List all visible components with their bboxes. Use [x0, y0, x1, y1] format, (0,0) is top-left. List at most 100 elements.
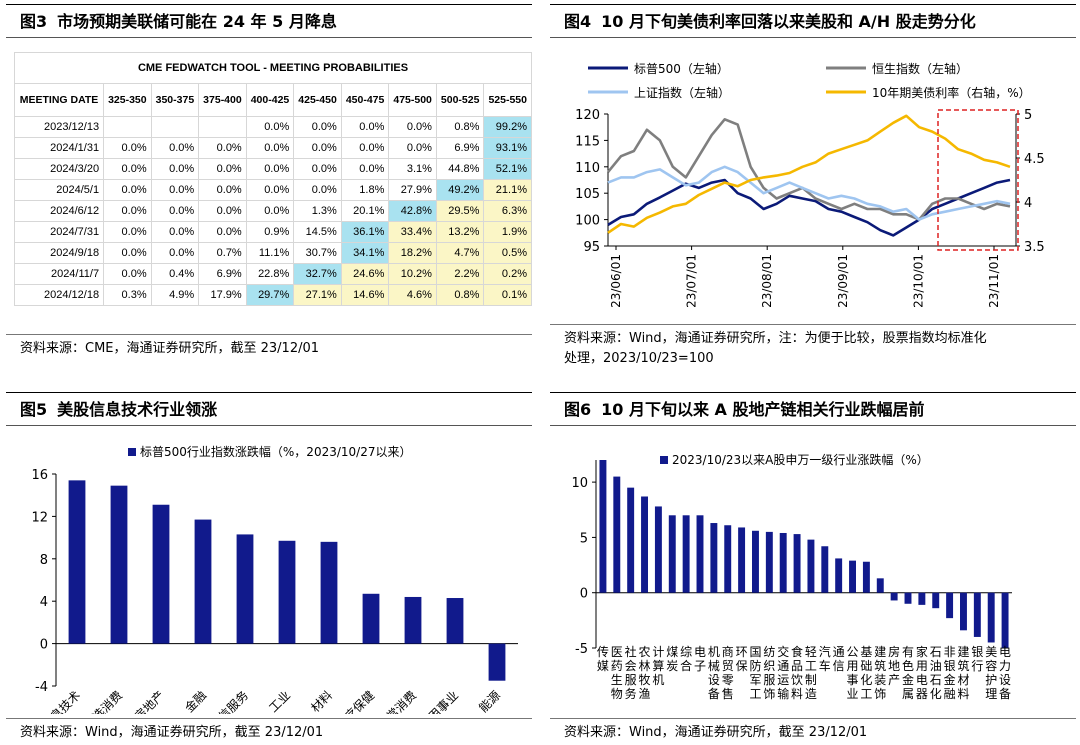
category-label-char: 保 [736, 659, 748, 673]
y-tick-label: 4 [40, 595, 48, 610]
fig6-panel: 图6 10 月下旬以来 A 股地产链相关行业跌幅居前 2023/10/23以来A股… [550, 392, 1076, 742]
category-label-char: 化 [860, 673, 872, 687]
bar [793, 534, 801, 593]
fig5-title-bar: 图5 美股信息技术行业领涨 [6, 392, 532, 426]
probability-cell: 0.0% [198, 179, 247, 201]
probability-cell: 36.1% [340, 221, 390, 243]
category-label-char: 设 [708, 673, 720, 687]
y-left-tick-label: 95 [583, 240, 600, 255]
probability-cell: 93.1% [483, 137, 532, 159]
fig6-source-text: 资料来源：Wind，海通证券研究所，截至 23/12/01 [564, 725, 868, 740]
category-label-char: 电 [916, 673, 928, 687]
bar [918, 592, 926, 605]
probability-cell: 0.8% [435, 116, 485, 138]
category-label-char: 业 [847, 687, 859, 701]
category-label-char: 石 [930, 673, 942, 687]
category-label-char: 环 [736, 645, 748, 659]
header-rate-525-550: 525-550 [483, 83, 532, 117]
probability-cell: 0.7% [198, 242, 247, 264]
category-label-char: 信 [833, 659, 845, 673]
probability-cell: 27.1% [293, 284, 342, 306]
header-meeting-date: MEETING DATE [13, 83, 105, 117]
bar [876, 578, 884, 593]
x-tick-label: 23/07/01 [685, 254, 699, 308]
probability-cell: 0.0% [150, 179, 200, 201]
fig4-title-bar: 图4 10 月下旬美债利率回落以来美股和 A/H 股走势分化 [550, 4, 1076, 38]
y-tick-label: 0 [40, 638, 48, 653]
category-label-char: 事 [847, 673, 859, 687]
fig5-bar-chart: 标普500行业指数涨跌幅（%，2023/10/27以来）-40481216信息技… [31, 444, 518, 714]
fig3-panel: 图3 市场预期美联储可能在 24 年 5 月降息 CME FEDWATCH TOO… [6, 4, 532, 366]
category-label-char: 汽 [819, 644, 831, 659]
category-label-char: 用 [847, 659, 859, 673]
bar [682, 515, 690, 593]
category-label-char: 务 [625, 686, 637, 701]
category-label-char: 传 [597, 644, 609, 659]
probability-cell: 6.9% [198, 263, 247, 285]
probability-cell: 0.0% [103, 179, 152, 201]
category-label-char: 工 [860, 687, 872, 701]
legend-label: 标普500（左轴） [634, 61, 729, 76]
bar [946, 592, 954, 619]
probability-cell: 0.0% [245, 179, 295, 201]
category-label-char: 品 [791, 659, 803, 673]
bar [654, 506, 662, 593]
table-row: 2024/9/18 0.0% 0.0% 0.7% 11.1% 30.7% 34.1% 18.2… [13, 242, 532, 264]
fig4-number: 图4 [564, 12, 592, 31]
category-label-char: 零 [722, 673, 734, 687]
table-row: 2023/12/13 0.0% 0.0% 0.0% 0.0% 0.8% 99.2% [13, 116, 532, 138]
category-label-char: 护 [985, 673, 997, 687]
probability-cell: 0.9% [245, 221, 295, 243]
category-label-char: 材 [957, 673, 969, 687]
category-label-char: 用 [916, 659, 928, 673]
category-label-char: 备 [999, 687, 1011, 701]
header-rate-450-475: 450-475 [340, 83, 390, 117]
category-label-char: 设 [999, 673, 1011, 687]
table-row: 2024/7/31 0.0% 0.0% 0.0% 0.9% 14.5% 36.1% 33.4%… [13, 221, 532, 243]
category-label-char: 会 [625, 659, 637, 673]
fig3-source: 资料来源：CME，海通证券研究所，截至 23/12/01 [6, 334, 532, 359]
header-rate-325-350: 325-350 [103, 83, 152, 117]
probability-cell: 0.0% [340, 116, 390, 138]
y-tick-label: 5 [580, 531, 588, 546]
fig4-panel: 图4 10 月下旬美债利率回落以来美股和 A/H 股走势分化 标普500（左轴） 恒… [550, 4, 1076, 366]
header-rate-475-500: 475-500 [388, 83, 437, 117]
probability-cell: 0.0% [388, 137, 437, 159]
category-label-char: 美 [985, 645, 997, 659]
category-label-char: 交 [777, 644, 789, 659]
probability-cell: 4.9% [150, 284, 200, 306]
probability-cell: 0.0% [198, 158, 247, 180]
y-tick-label: 0 [580, 587, 588, 602]
table-row: 2024/12/18 0.3% 4.9% 17.9% 29.7% 27.1% 14.6% 4.… [13, 284, 532, 306]
probability-cell: 6.3% [483, 200, 532, 222]
bar [627, 487, 635, 593]
category-label: 金融 [182, 688, 210, 714]
bar [765, 531, 773, 593]
probability-cell: 1.9% [483, 221, 532, 243]
category-label-char: 电 [694, 645, 706, 659]
probability-cell: 0.0% [103, 263, 152, 285]
category-label-char: 银 [944, 659, 956, 673]
category-label-char: 纺 [763, 645, 775, 659]
fig5-title: 美股信息技术行业领涨 [57, 400, 218, 419]
probability-cell: 0.0% [150, 221, 200, 243]
bar [724, 525, 732, 593]
category-label: 电信服务 [207, 688, 252, 714]
category-label-char: 林 [639, 659, 651, 673]
category-label-char: 防 [749, 658, 761, 673]
category-label-char: 综 [680, 645, 692, 659]
meeting-date-cell: 2024/7/31 [13, 221, 105, 243]
series-line [607, 165, 1011, 221]
y-left-tick-label: 115 [575, 134, 600, 149]
category-label-char: 造 [805, 687, 817, 701]
bar [194, 519, 212, 644]
y-tick-label: 12 [31, 510, 48, 525]
y-right-tick-label: 4.5 [1024, 152, 1045, 167]
category-label-char: 械 [708, 658, 720, 673]
category-label-char: 军 [749, 673, 761, 687]
category-label-char: 贸 [722, 659, 734, 673]
table-row: 2024/1/31 0.0% 0.0% 0.0% 0.0% 0.0% 0.0% 0.0% 6.9… [13, 137, 532, 159]
bar [362, 593, 380, 644]
probability-cell: 14.6% [340, 284, 390, 306]
series-line [607, 178, 1011, 237]
